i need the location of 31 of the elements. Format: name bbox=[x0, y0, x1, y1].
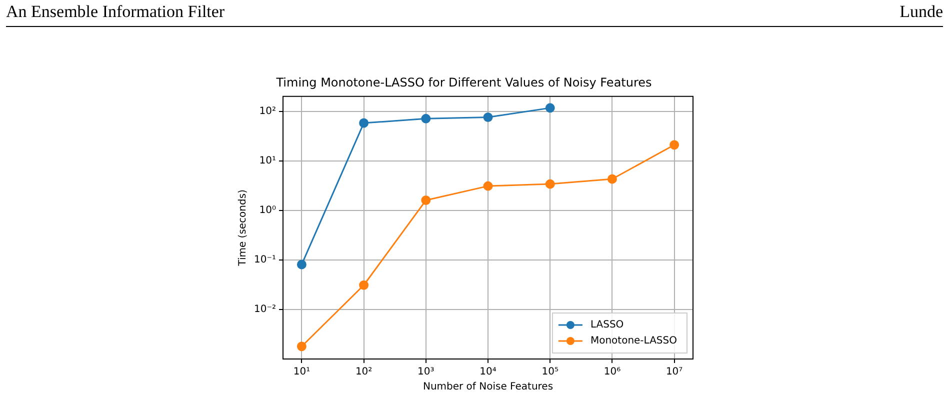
point bbox=[545, 179, 555, 189]
point bbox=[421, 114, 431, 124]
y-tick-label: 10⁻² bbox=[254, 304, 276, 316]
point bbox=[359, 118, 369, 128]
chart-title: Timing Monotone-LASSO for Different Values of Noisy Features bbox=[275, 75, 652, 90]
legend-label: LASSO bbox=[590, 320, 624, 331]
text: Lunde bbox=[900, 2, 943, 22]
y-tick-label: 10² bbox=[259, 106, 276, 117]
x-tick-label: 10¹ bbox=[293, 366, 310, 378]
y-tick-label: 10⁻¹ bbox=[254, 254, 276, 266]
y-tick-label: 10¹ bbox=[259, 155, 276, 166]
x-tick-label: 10⁴ bbox=[480, 366, 496, 378]
x-tick-label: 10³ bbox=[418, 366, 434, 378]
point bbox=[545, 103, 555, 113]
point bbox=[296, 260, 306, 270]
text: An Ensemble Information Filter bbox=[6, 2, 225, 22]
y-axis-title: Time (seconds) bbox=[238, 189, 249, 267]
x-tick-label: 10⁵ bbox=[542, 366, 558, 378]
x-tick-label: 10⁶ bbox=[604, 366, 621, 378]
point bbox=[607, 174, 617, 184]
point bbox=[359, 280, 369, 290]
point bbox=[483, 181, 493, 191]
point bbox=[421, 196, 431, 206]
x-axis-title: Number of Noise Features bbox=[422, 382, 554, 393]
legend-label: Monotone-LASSO bbox=[590, 336, 678, 347]
x-tick-label: 10² bbox=[355, 366, 372, 378]
point bbox=[670, 140, 680, 150]
point bbox=[483, 112, 493, 122]
x-tick-label: 10⁷ bbox=[666, 366, 683, 378]
y-tick-label: 10⁰ bbox=[259, 204, 276, 216]
point bbox=[296, 342, 306, 352]
